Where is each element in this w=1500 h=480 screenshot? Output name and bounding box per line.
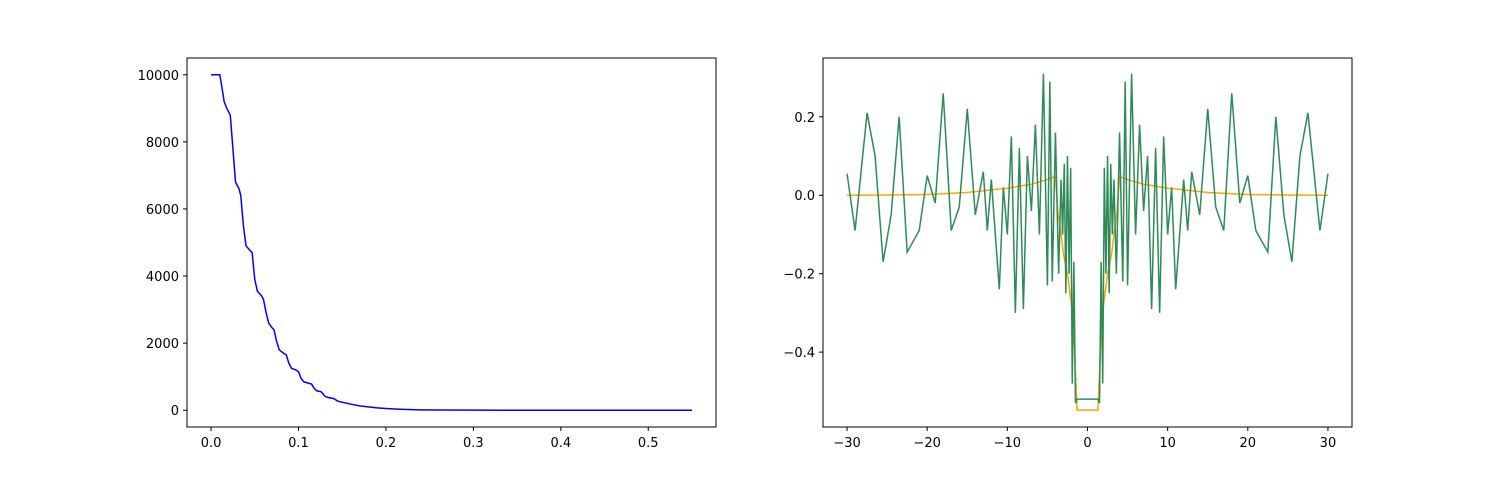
x-tick-label: −20 bbox=[913, 436, 940, 451]
x-tick-label: 20 bbox=[1240, 436, 1257, 451]
y-tick-label: −0.2 bbox=[783, 268, 815, 283]
y-tick-label: 8000 bbox=[146, 136, 179, 151]
x-tick-label: −10 bbox=[994, 436, 1021, 451]
x-tick-label: 0.3 bbox=[463, 436, 484, 451]
x-tick-label: −30 bbox=[833, 436, 860, 451]
y-tick-label: 4000 bbox=[146, 270, 179, 285]
y-tick-label: 0 bbox=[171, 404, 179, 419]
y-tick-label: 0.2 bbox=[794, 111, 815, 126]
y-tick-label: −0.4 bbox=[783, 346, 815, 361]
x-tick-label: 0.5 bbox=[638, 436, 659, 451]
y-tick-label: 2000 bbox=[146, 337, 179, 352]
y-tick-label: 10000 bbox=[138, 69, 179, 84]
data-line bbox=[847, 175, 1328, 411]
x-tick-label: 0.0 bbox=[201, 436, 222, 451]
data-line bbox=[846, 73, 1329, 404]
x-tick-label: 0 bbox=[1083, 436, 1091, 451]
y-tick-label: 6000 bbox=[146, 203, 179, 218]
y-tick-label: 0.0 bbox=[794, 189, 815, 204]
x-tick-label: 10 bbox=[1159, 436, 1176, 451]
axes-frame bbox=[186, 57, 717, 428]
x-tick-label: 30 bbox=[1320, 436, 1337, 451]
data-line bbox=[211, 74, 692, 411]
x-tick-label: 0.4 bbox=[550, 436, 571, 451]
x-tick-label: 0.1 bbox=[288, 436, 309, 451]
axes-frame bbox=[822, 57, 1353, 428]
x-tick-label: 0.2 bbox=[376, 436, 397, 451]
